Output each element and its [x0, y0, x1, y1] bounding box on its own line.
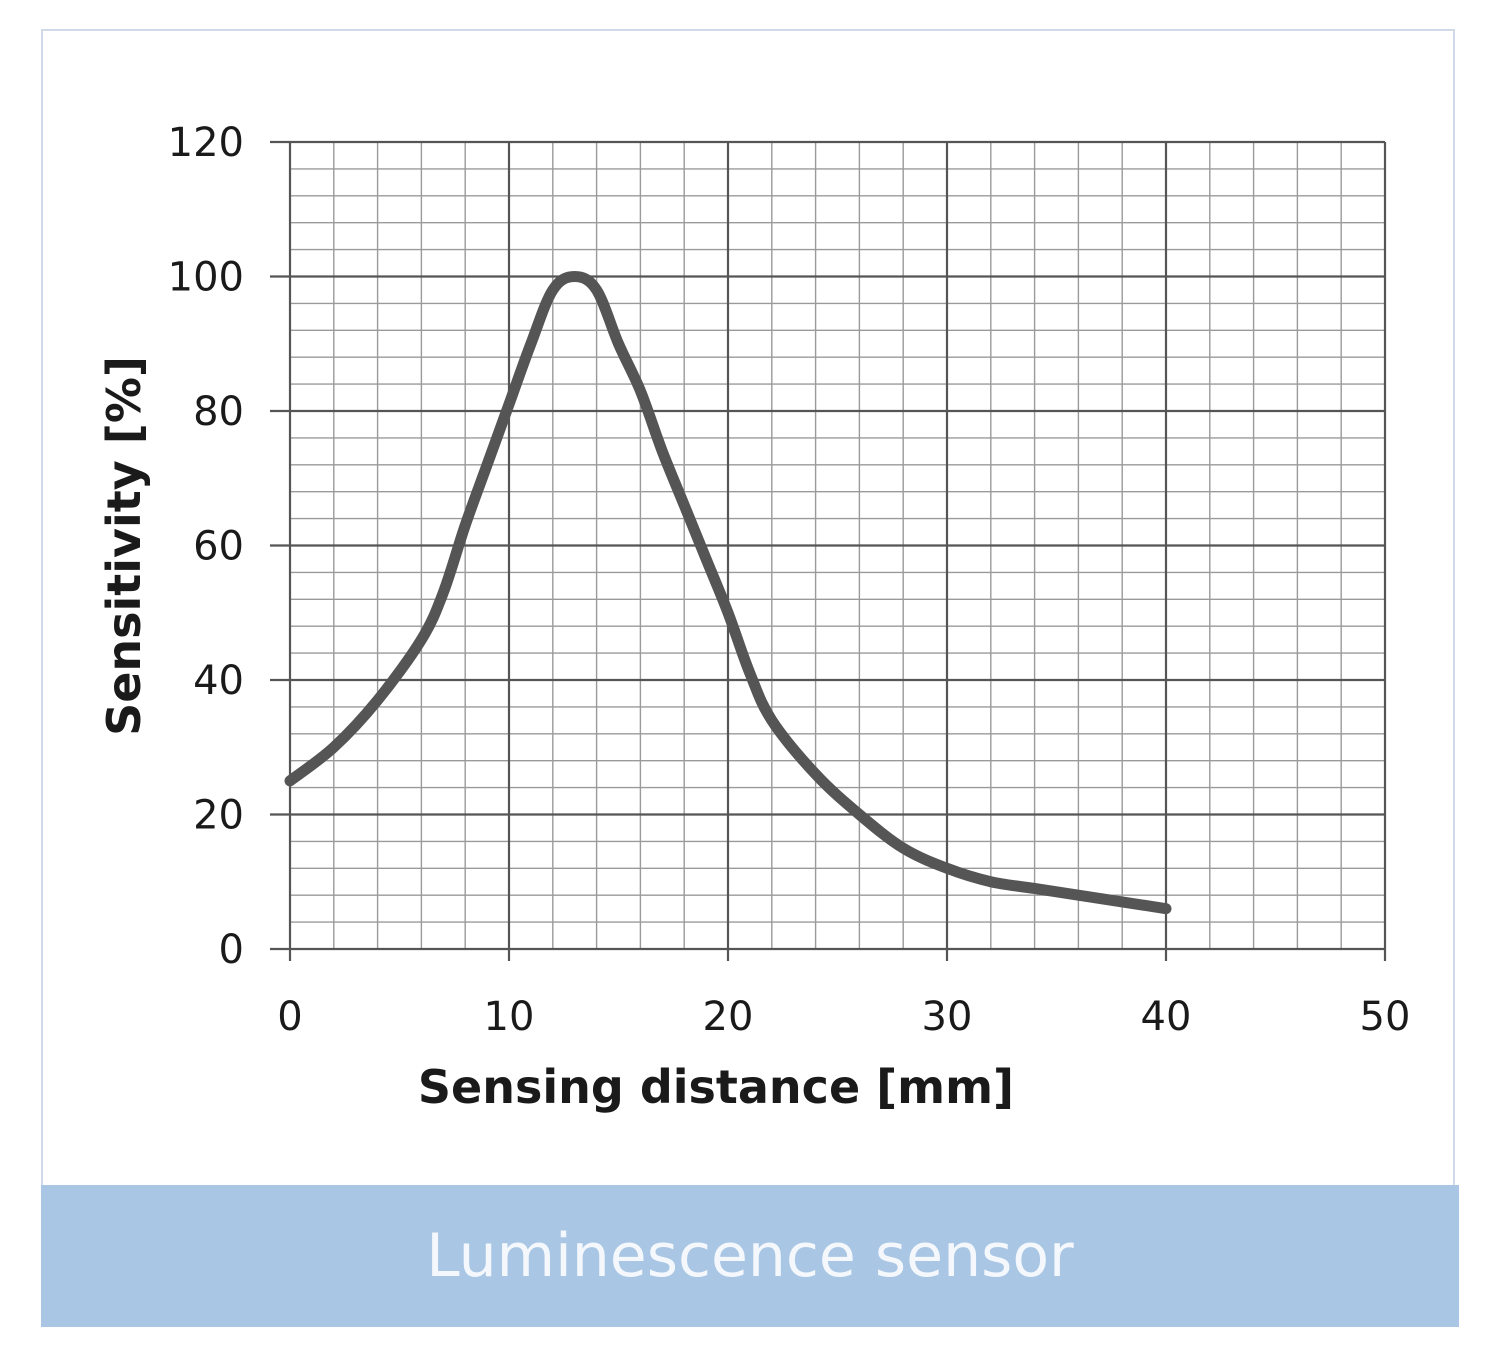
y-tick-label: 100 [168, 255, 244, 301]
x-tick-label: 10 [484, 994, 535, 1040]
y-tick-label: 80 [193, 389, 244, 435]
x-tick-label: 30 [922, 994, 973, 1040]
x-tick-label: 20 [703, 994, 754, 1040]
tick-labels: 0 10 20 30 40 50 0 20 40 60 80 100 120 [168, 120, 1411, 1040]
y-tick-label: 120 [168, 120, 244, 166]
y-tick-label: 60 [193, 524, 244, 570]
series-line [284, 271, 1172, 915]
x-tick-label: 40 [1141, 994, 1192, 1040]
caption-text: Luminescence sensor [426, 1221, 1074, 1291]
y-tick-label: 40 [193, 658, 244, 704]
caption-bar: Luminescence sensor [41, 1185, 1459, 1327]
y-tick-label: 20 [193, 793, 244, 839]
x-tick-label: 0 [277, 994, 302, 1040]
y-axis-title: Sensitivity [%] [97, 356, 151, 736]
series-layer [284, 271, 1172, 915]
grid [270, 140, 1387, 961]
y-tick-label: 0 [219, 927, 244, 973]
sensitivity-chart: 0 10 20 30 40 50 0 20 40 60 80 100 120 Sensing dista… [97, 120, 1411, 1114]
chart-card [41, 29, 1455, 1185]
x-axis-title: Sensing distance [mm] [418, 1060, 1014, 1114]
x-tick-label: 50 [1360, 994, 1411, 1040]
